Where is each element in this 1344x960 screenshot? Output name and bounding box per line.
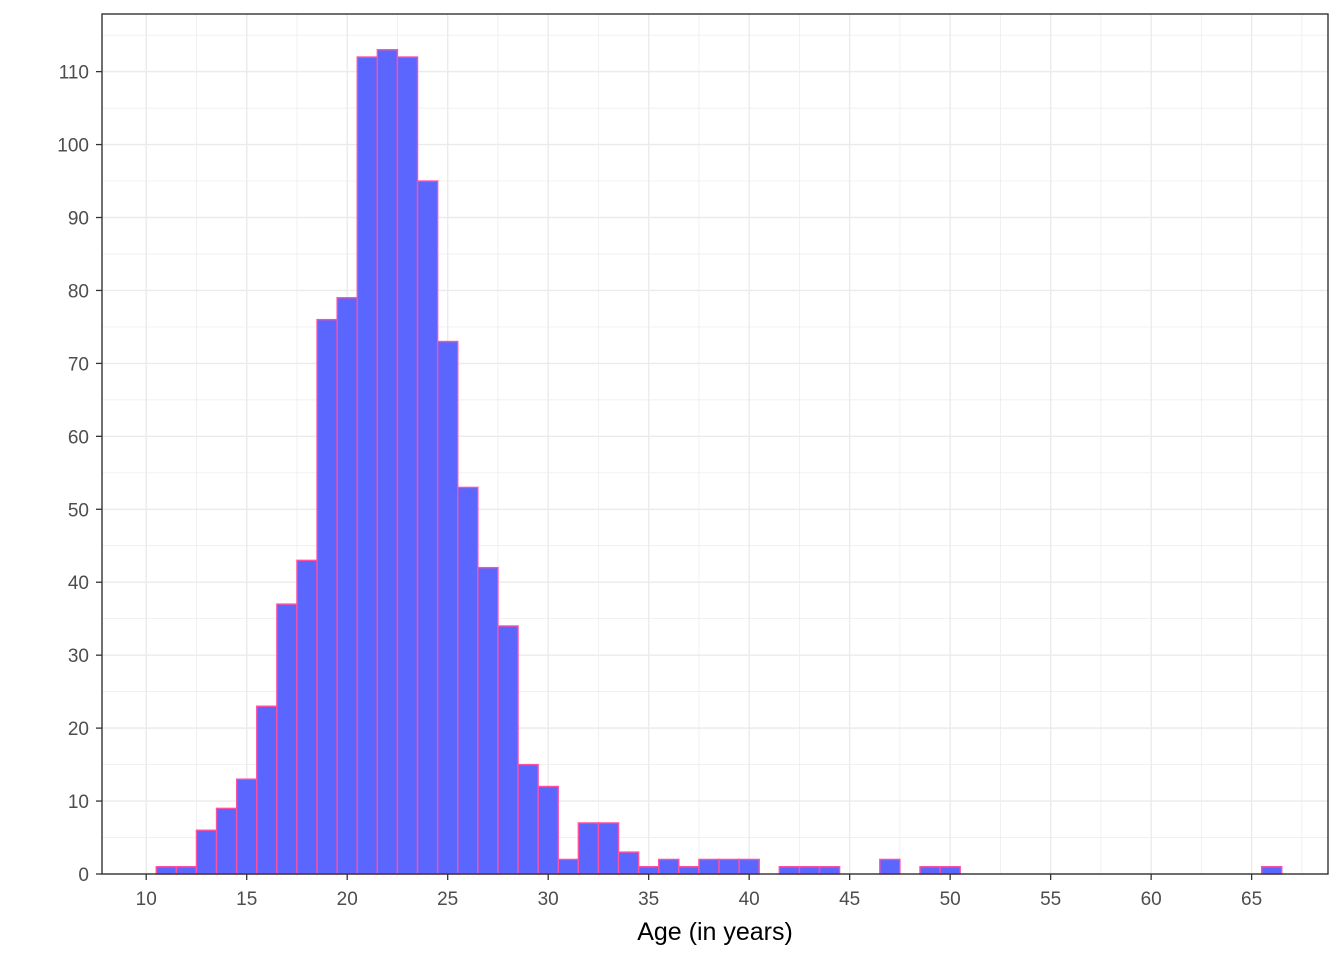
x-tick-label: 35 (638, 889, 659, 910)
histogram-bar (738, 858, 760, 875)
x-tick-label: 55 (1040, 889, 1061, 910)
histogram-bar (778, 866, 801, 875)
histogram-bar (457, 486, 479, 875)
histogram-bar (195, 829, 218, 875)
histogram-bar (215, 807, 238, 875)
histogram-bar (235, 778, 258, 875)
y-tick-label: 60 (68, 427, 89, 448)
x-tick-label: 65 (1241, 889, 1262, 910)
histogram-bar (698, 858, 720, 875)
histogram-bar (658, 858, 680, 875)
y-tick-label: 0 (78, 865, 89, 886)
histogram-bar (376, 49, 399, 875)
histogram-bar (336, 297, 358, 875)
y-tick-label: 110 (59, 63, 89, 84)
y-tick-label: 10 (68, 792, 89, 813)
y-tick-label: 50 (68, 500, 89, 521)
histogram-bar (577, 822, 600, 875)
histogram-bar (617, 851, 640, 875)
y-tick-label: 20 (68, 719, 89, 740)
y-tick-label: 40 (68, 573, 89, 594)
x-tick-label: 45 (839, 889, 860, 910)
histogram-bar (718, 858, 740, 875)
x-tick-label: 10 (136, 889, 157, 910)
histogram-bar (1260, 866, 1283, 875)
x-tick-label: 50 (940, 889, 961, 910)
histogram-bar (637, 866, 660, 875)
histogram-bar (175, 866, 198, 875)
histogram-bar (879, 858, 901, 875)
y-tick-label: 30 (68, 646, 89, 667)
x-tick-label: 15 (236, 889, 257, 910)
histogram-bar (436, 340, 459, 875)
histogram-bar (155, 866, 178, 875)
x-axis-title: Age (in years) (637, 918, 793, 946)
x-tick-label: 25 (437, 889, 458, 910)
histogram-bar (396, 56, 419, 875)
histogram-bar (477, 566, 499, 875)
histogram-bar (557, 858, 580, 875)
x-tick-label: 40 (739, 889, 760, 910)
histogram-bar (316, 318, 338, 875)
panel-border (101, 13, 1329, 875)
histogram-bar (597, 822, 620, 875)
histogram-bar (678, 866, 700, 875)
x-tick-label: 60 (1141, 889, 1162, 910)
histogram-bar (517, 763, 539, 875)
histogram-bar (537, 785, 559, 875)
histogram-bar (497, 625, 519, 875)
axes: 10 15 20 25 30 35 40 45 50 55 60 65 0 10 20 30 40 50 60 70 8… (57, 63, 1262, 910)
histogram-bars (155, 49, 1283, 875)
histogram-bar (939, 866, 961, 875)
histogram-bar (276, 603, 298, 875)
x-tick-label: 20 (337, 889, 358, 910)
histogram-bar (256, 705, 278, 875)
histogram-bar (798, 866, 821, 875)
histogram-bar (919, 866, 941, 875)
histogram-bar (296, 559, 318, 875)
y-tick-label: 100 (57, 136, 89, 157)
y-tick-label: 90 (68, 209, 89, 230)
histogram-bar (818, 866, 841, 875)
x-tick-label: 30 (538, 889, 559, 910)
y-tick-label: 70 (68, 354, 89, 375)
y-tick-label: 80 (68, 281, 89, 302)
histogram-bar (356, 56, 379, 875)
histogram-bar (416, 180, 439, 875)
